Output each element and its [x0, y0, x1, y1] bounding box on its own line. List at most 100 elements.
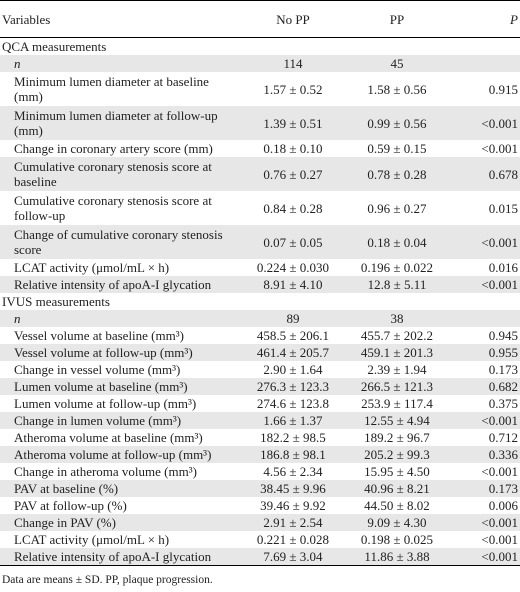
- cell-p-value: 0.336: [446, 446, 520, 463]
- table-row: Relative intensity of apoA-I glycation 7.…: [0, 548, 520, 566]
- row-label: LCAT activity (μmol/mL × h): [14, 532, 170, 547]
- section-header-row: QCA measurements: [0, 38, 520, 56]
- section-title: QCA measurements: [2, 39, 107, 54]
- cell-no-pp: 38.45 ± 9.96: [238, 480, 348, 497]
- table-row: Relative intensity of apoA-I glycation 8.…: [0, 276, 520, 293]
- cell-p-value: 0.915: [488, 81, 518, 97]
- cell-p-value: 0.015: [488, 200, 518, 216]
- cell-p-value: 0.682: [446, 378, 520, 395]
- cell-pp: 0.18 ± 0.04: [348, 225, 446, 259]
- cell-pp: 455.7 ± 202.2: [360, 328, 434, 343]
- cell-pp: 44.50 ± 8.02: [364, 498, 430, 513]
- cell-p-value: [446, 310, 520, 327]
- header-variables: Variables: [0, 0, 238, 38]
- table-row: Change in coronary artery score (mm) 0.18…: [0, 140, 520, 157]
- cell-pp: 12.8 ± 5.11: [348, 276, 446, 293]
- header-row: Variables No PP PP P: [0, 0, 520, 38]
- table-row: Cumulative coronary stenosis score at ba…: [0, 157, 520, 191]
- row-label: Relative intensity of apoA-I glycation: [0, 548, 238, 566]
- cell-no-pp: 7.69 ± 3.04: [238, 548, 348, 566]
- row-label: Relative intensity of apoA-I glycation: [0, 276, 238, 293]
- cell-pp: 12.55 ± 4.94: [348, 412, 446, 429]
- table-row: Change in PAV (%) 2.91 ± 2.54 9.09 ± 4.30 <…: [0, 514, 520, 531]
- cell-pp: 205.2 ± 99.3: [348, 446, 446, 463]
- cell-no-pp: 39.46 ± 9.92: [260, 498, 326, 513]
- row-label: PAV at follow-up (%): [14, 498, 127, 513]
- table-row: Change in vessel volume (mm³) 2.90 ± 1.64…: [0, 361, 520, 378]
- row-label: Cumulative coronary stenosis score at fo…: [14, 193, 212, 223]
- row-label: Atheroma volume at follow-up (mm³): [0, 446, 238, 463]
- row-label: Change in PAV (%): [0, 514, 238, 531]
- cell-pp: 1.58 ± 0.56: [367, 81, 427, 97]
- cell-p-value: <0.001: [446, 106, 520, 140]
- cell-p-value: <0.001: [446, 225, 520, 259]
- row-label: Minimum lumen diameter at follow-up (mm): [0, 106, 238, 140]
- cell-pp: 253.9 ± 117.4: [361, 396, 433, 411]
- cell-p-value: 0.006: [488, 498, 518, 513]
- row-label: Lumen volume at follow-up (mm³): [14, 396, 197, 411]
- row-label: PAV at baseline (%): [0, 480, 238, 497]
- row-label: Lumen volume at baseline (mm³): [0, 378, 238, 395]
- cell-p-value: <0.001: [446, 276, 520, 293]
- row-label: Vessel volume at follow-up (mm³): [0, 344, 238, 361]
- cell-p-value: 0.712: [488, 430, 518, 445]
- header-pp: PP: [348, 0, 446, 38]
- table-row: Vessel volume at follow-up (mm³) 461.4 ± …: [0, 344, 520, 361]
- cell-p-value: 0.173: [488, 362, 518, 377]
- cell-pp: 11.86 ± 3.88: [348, 548, 446, 566]
- cell-no-pp: 1.66 ± 1.37: [238, 412, 348, 429]
- table-row: LCAT activity (μmol/mL × h) 0.224 ± 0.030…: [0, 259, 520, 276]
- cell-pp: 45: [348, 55, 446, 72]
- table-row: Lumen volume at baseline (mm³) 276.3 ± 12…: [0, 378, 520, 395]
- cell-p-value: 0.678: [446, 157, 520, 191]
- table-row: PAV at baseline (%) 38.45 ± 9.96 40.96 ± 8…: [0, 480, 520, 497]
- cell-pp: 15.95 ± 4.50: [364, 464, 430, 479]
- row-label: Change in lumen volume (mm³): [0, 412, 238, 429]
- section-header-row: IVUS measurements: [0, 293, 520, 310]
- cell-p-value: <0.001: [446, 514, 520, 531]
- table-row: Lumen volume at follow-up (mm³) 274.6 ± 1…: [0, 395, 520, 412]
- table-row: LCAT activity (μmol/mL × h) 0.221 ± 0.028…: [0, 531, 520, 548]
- cell-no-pp: 276.3 ± 123.3: [238, 378, 348, 395]
- table-row: Change of cumulative coronary stenosis s…: [0, 225, 520, 259]
- row-label: Change in atheroma volume (mm³): [14, 464, 197, 479]
- cell-no-pp: 0.07 ± 0.05: [238, 225, 348, 259]
- cell-no-pp: 2.91 ± 2.54: [238, 514, 348, 531]
- row-label: Cumulative coronary stenosis score at ba…: [0, 157, 238, 191]
- data-table: Variables No PP PP P QCA measurements n 11…: [0, 0, 520, 566]
- cell-pp: 2.39 ± 1.94: [367, 362, 427, 377]
- header-p-value: P: [446, 0, 520, 38]
- row-label: n: [0, 310, 238, 327]
- cell-pp: 459.1 ± 201.3: [348, 344, 446, 361]
- cell-no-pp: 2.90 ± 1.64: [263, 362, 323, 377]
- cell-pp: 0.99 ± 0.56: [348, 106, 446, 140]
- cell-no-pp: 0.84 ± 0.28: [263, 200, 323, 216]
- section-title: IVUS measurements: [2, 294, 110, 309]
- cell-no-pp: 0.18 ± 0.10: [263, 141, 323, 156]
- cell-no-pp: 0.224 ± 0.030: [256, 260, 330, 275]
- sample-size-row: n 89 38: [0, 310, 520, 327]
- cell-pp: 9.09 ± 4.30: [348, 514, 446, 531]
- cell-pp: 0.196 ± 0.022: [360, 260, 434, 275]
- cell-pp: 0.59 ± 0.15: [367, 141, 427, 156]
- header-no-pp: No PP: [238, 0, 348, 38]
- cell-p-value: <0.001: [446, 548, 520, 566]
- cell-no-pp: 0.221 ± 0.028: [256, 532, 330, 547]
- cell-no-pp: 114: [238, 55, 348, 72]
- cell-no-pp: 8.91 ± 4.10: [238, 276, 348, 293]
- cell-no-pp: 186.8 ± 98.1: [238, 446, 348, 463]
- cell-pp: 189.2 ± 96.7: [364, 430, 430, 445]
- cell-p-value: 0.955: [446, 344, 520, 361]
- cell-no-pp: 89: [238, 310, 348, 327]
- table-row: Atheroma volume at follow-up (mm³) 186.8 …: [0, 446, 520, 463]
- cell-p-value: 0.375: [488, 396, 518, 411]
- row-label: Change in vessel volume (mm³): [14, 362, 181, 377]
- row-label: Change in coronary artery score (mm): [14, 141, 213, 156]
- table-body: QCA measurements n 114 45 Minimum lumen diam…: [0, 38, 520, 566]
- cell-p-value: <0.001: [481, 532, 518, 547]
- table-row: Minimum lumen diameter at follow-up (mm)…: [0, 106, 520, 140]
- table-row: Atheroma volume at baseline (mm³) 182.2 ±…: [0, 429, 520, 446]
- cell-pp: 266.5 ± 121.3: [348, 378, 446, 395]
- cell-pp: 0.96 ± 0.27: [367, 200, 427, 216]
- cell-pp: 0.198 ± 0.025: [360, 532, 434, 547]
